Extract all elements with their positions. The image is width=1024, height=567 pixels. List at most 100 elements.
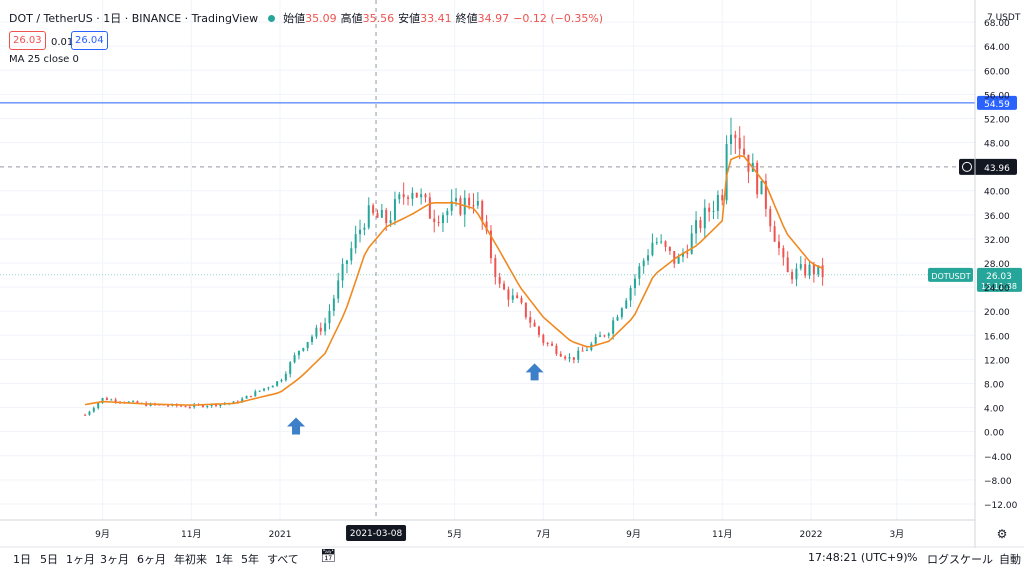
candle-body [380,210,383,218]
candle-body [572,357,575,360]
candle-body [180,405,183,407]
axis-unit-label[interactable]: 7 USDT [987,13,1021,23]
candle-body [638,266,641,279]
candle-body [315,327,318,337]
x-tick-label: 9月 [626,529,641,540]
last-price-label: 26.03 [986,272,1012,282]
candle-body [459,198,462,215]
candle-body [804,264,807,276]
crosshair-price-label: 43.96 [984,164,1010,174]
candle-body [647,255,650,261]
candle-body [782,248,785,258]
range-5y[interactable]: 5年 [241,553,259,566]
symbol-title[interactable]: DOT / TetherUS · 1日 · BINANCE · TradingV… [9,12,259,25]
range-3m[interactable]: 3ヶ月 [100,553,129,566]
candle-body [690,233,693,254]
y-tick-label: 0.00 [984,429,1004,439]
buy-button[interactable]: 26.04 [71,31,108,50]
countdown-label: 15:11:38 [981,282,1017,291]
candle-body [267,387,270,389]
candle-body [319,327,322,332]
candle-body [127,401,130,403]
range-ytd[interactable]: 年初来 [174,553,207,566]
candle-body [415,192,418,198]
candle-body [681,252,684,257]
candle-body [437,222,440,224]
candle-body [328,310,331,324]
candle-body [84,414,87,416]
y-tick-label: 4.00 [984,405,1004,415]
candle-body [607,333,610,336]
sell-button[interactable]: 26.03 [9,31,46,50]
close-label: 終値 [455,12,478,25]
change-value: −0.12 (−0.35%) [513,11,604,25]
candle-body [494,258,497,278]
candle-body [625,300,628,309]
y-tick-label: 24.00 [984,284,1010,294]
x-tick-label: 9月 [95,529,110,540]
candle-body [516,295,519,298]
clock-time[interactable]: 17:48:21 (UTC+9) [808,551,908,564]
symbol-legend: DOT / TetherUS · 1日 · BINANCE · TradingV… [9,10,607,26]
candle-body [725,144,728,201]
candle-body [201,404,204,408]
candle-body [297,350,300,356]
log-scale-toggle[interactable]: ログスケール [927,553,993,566]
range-1m[interactable]: 1ヶ月 [66,553,95,566]
candle-body [716,195,719,211]
candle-body [136,401,139,404]
range-all[interactable]: すべて [267,553,299,566]
candle-body [808,264,811,276]
candle-body [302,348,305,351]
symbol-tag [928,267,973,282]
percent-toggle[interactable]: % [907,551,918,564]
candle-body [786,257,789,273]
add-alert-icon [962,161,972,172]
candle-body [533,322,536,327]
candle-body [398,194,401,200]
x-tick-label: 2022 [800,530,823,540]
candle-body [503,283,506,290]
candle-body [673,251,676,264]
candle-body [511,295,514,300]
date-range-icon[interactable]: 📅︎ [320,549,337,564]
candle-body [402,194,405,198]
candle-body [660,241,663,243]
y-tick-label: 56.00 [984,91,1010,101]
candle-body [132,401,135,403]
candle-body [620,308,623,318]
candle-body [359,229,362,235]
candle-body [206,406,209,408]
indicator-legend[interactable]: MA 25 close 0 [9,54,79,65]
range-6m[interactable]: 6ヶ月 [137,553,166,566]
candle-body [581,350,584,352]
candle-body [664,241,667,247]
candle-body [441,215,444,224]
candle-body [791,272,794,280]
candle-body [249,395,252,397]
candle-body [450,201,453,211]
candle-body [363,227,366,230]
range-1d[interactable]: 1日 [13,553,31,566]
candle-body [546,343,549,345]
candle-body [481,201,484,222]
candle-body [324,323,327,332]
candle-body [603,335,606,337]
candle-body [564,356,567,359]
y-tick-label: 12.00 [984,356,1010,366]
candle-body [476,201,479,206]
range-1y[interactable]: 1年 [215,553,233,566]
candle-body [773,226,776,242]
candle-body [651,242,654,256]
auto-scale-toggle[interactable]: 自動 [999,553,1021,566]
candle-body [289,362,292,374]
high-label: 高値 [340,12,363,25]
candle-body [258,390,261,392]
candle-body [743,148,746,155]
range-5d[interactable]: 5日 [40,553,58,566]
open-label: 始値 [283,12,306,25]
y-tick-label: 60.00 [984,67,1010,77]
candle-body [764,180,767,209]
